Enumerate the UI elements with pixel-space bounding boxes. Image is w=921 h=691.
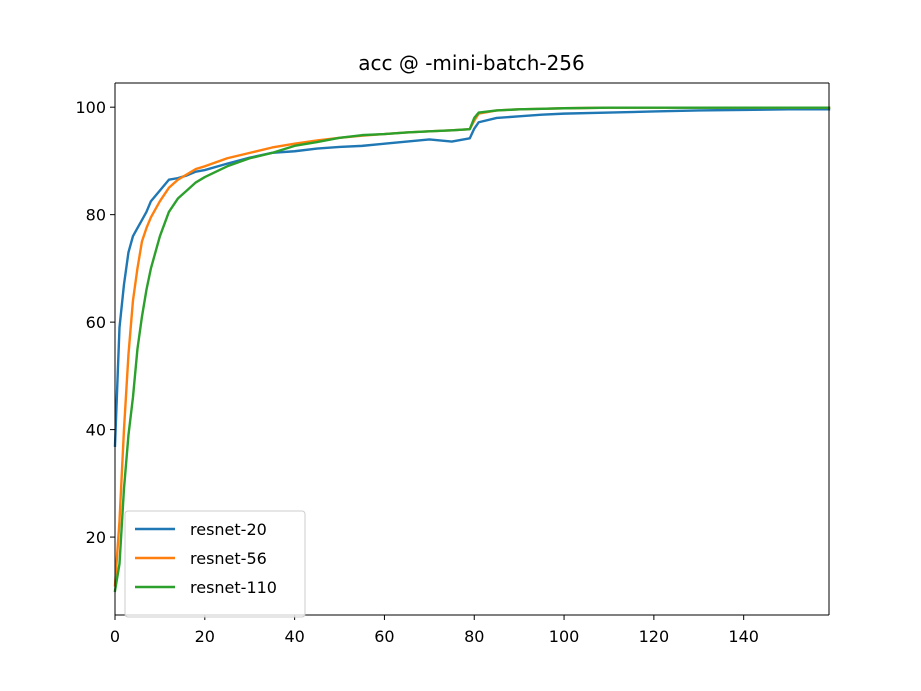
x-tick-label: 80	[464, 627, 484, 646]
x-tick-label: 40	[284, 627, 304, 646]
y-axis-ticks: 20 40 60 80 100	[75, 98, 115, 547]
y-tick-label: 60	[86, 313, 106, 332]
y-tick-label: 20	[86, 528, 106, 547]
x-tick-label: 140	[728, 627, 759, 646]
legend-label-resnet-56: resnet-56	[190, 549, 267, 568]
x-tick-label: 20	[195, 627, 215, 646]
chart-title: acc @ -mini-batch-256	[358, 51, 585, 75]
legend: resnet-20 resnet-56 resnet-110	[124, 510, 306, 618]
x-tick-label: 100	[549, 627, 580, 646]
x-tick-label: 60	[374, 627, 394, 646]
x-axis-ticks: 0 20 40 60 80 100 120 140	[110, 615, 759, 646]
series-line-resnet-20	[113, 108, 831, 447]
y-tick-label: 80	[86, 206, 106, 225]
x-tick-label: 0	[110, 627, 120, 646]
legend-label-resnet-20: resnet-20	[190, 520, 267, 539]
legend-box	[124, 510, 306, 618]
x-tick-label: 120	[639, 627, 670, 646]
series-layer	[113, 106, 831, 593]
series-line-resnet-110	[113, 106, 831, 593]
legend-label-resnet-110: resnet-110	[190, 578, 277, 597]
y-tick-label: 40	[86, 421, 106, 440]
y-tick-label: 100	[75, 98, 106, 117]
